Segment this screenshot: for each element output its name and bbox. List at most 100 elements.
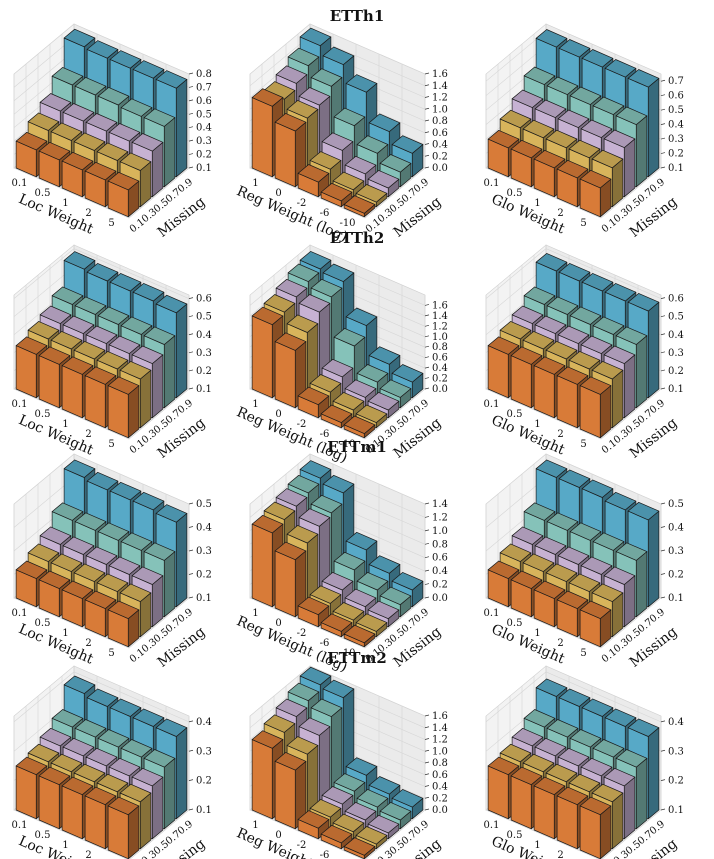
x-tick-label: 1 bbox=[252, 820, 258, 831]
z-tick-label: 0.1 bbox=[668, 384, 684, 395]
x-tick-label: 0.5 bbox=[35, 409, 51, 420]
z-tick-label: 0.2 bbox=[432, 793, 448, 804]
z-tick-label: 0.4 bbox=[432, 566, 448, 577]
bars bbox=[15, 459, 188, 648]
z-tick-label: 0.4 bbox=[196, 330, 212, 341]
chart-etth2-reg: 0.00.20.40.60.81.01.21.41.610-2-6-10Reg … bbox=[234, 244, 448, 466]
z-tick-label: 0.4 bbox=[668, 523, 684, 534]
x-tick-label: 1 bbox=[62, 198, 68, 209]
z-tick-label: 1.2 bbox=[432, 321, 448, 332]
z-tick-label: 0.5 bbox=[196, 312, 212, 323]
bar-y0-x3 bbox=[320, 613, 353, 638]
bars bbox=[487, 459, 660, 648]
z-tick-label: 0.8 bbox=[432, 342, 448, 353]
x-tick-label: 1 bbox=[62, 419, 68, 430]
z-tick-label: 0.2 bbox=[196, 776, 212, 787]
row-title-etth2: ETTh2 bbox=[329, 229, 385, 247]
x-tick-label: 1 bbox=[534, 198, 540, 209]
z-tick-label: 0.2 bbox=[668, 570, 684, 581]
x-tick-label: 5 bbox=[108, 218, 114, 229]
z-axis: 0.1 0.2 0.3 0.4 0.5 0.6 0.7 bbox=[660, 76, 684, 174]
z-tick-label: 0.5 bbox=[196, 499, 212, 510]
z-tick-label: 1.0 bbox=[432, 332, 448, 343]
x-tick-label: -6 bbox=[320, 429, 330, 440]
z-tick-label: 0.7 bbox=[668, 76, 684, 87]
z-tick-label: 0.3 bbox=[668, 746, 684, 757]
x-tick-label: 0.1 bbox=[12, 178, 28, 189]
x-tick-label: 2 bbox=[557, 638, 563, 649]
z-tick-label: 0.2 bbox=[432, 580, 448, 591]
z-tick-label: 0.4 bbox=[668, 330, 684, 341]
x-tick-label: 1 bbox=[534, 419, 540, 430]
chart-ettm2-reg: 0.00.20.40.60.81.01.21.41.610-2-6-10Reg … bbox=[234, 665, 448, 859]
z-tick-label: 0.8 bbox=[432, 758, 448, 769]
z-tick-label: 0.4 bbox=[432, 363, 448, 374]
x-tick-label: 0 bbox=[275, 618, 281, 629]
x-tick-label: 0.1 bbox=[12, 608, 28, 619]
z-axis: 0.00.20.40.60.81.01.21.41.6 bbox=[424, 711, 448, 816]
x-tick-label: 0.5 bbox=[35, 188, 51, 199]
z-axis: 0.1 0.2 0.3 0.4 bbox=[660, 717, 684, 816]
z-tick-label: 0.2 bbox=[668, 776, 684, 787]
z-tick-label: 0.4 bbox=[196, 523, 212, 534]
x-tick-label: 2 bbox=[85, 429, 91, 440]
z-tick-label: 0.6 bbox=[196, 294, 212, 305]
x-tick-label: 0.5 bbox=[35, 830, 51, 841]
z-tick-label: 0.7 bbox=[196, 82, 212, 93]
z-tick-label: 0.4 bbox=[432, 140, 448, 151]
z-tick-label: 0.0 bbox=[432, 384, 448, 395]
bars bbox=[251, 460, 424, 648]
z-axis: 0.1 0.2 0.3 0.4 0.5 bbox=[188, 499, 212, 604]
z-tick-label: 0.6 bbox=[668, 294, 684, 305]
x-tick-label: 1 bbox=[62, 628, 68, 639]
x-tick-label: 0.5 bbox=[35, 618, 51, 629]
z-tick-label: 1.4 bbox=[432, 499, 448, 510]
z-tick-label: 0.2 bbox=[432, 374, 448, 385]
x-tick-label: -6 bbox=[320, 638, 330, 649]
z-tick-label: 0.1 bbox=[668, 163, 684, 174]
z-tick-label: 0.1 bbox=[668, 593, 684, 604]
z-tick-label: 0.4 bbox=[196, 123, 212, 134]
z-axis: 0.1 0.2 0.3 0.4 0.5 bbox=[660, 499, 684, 604]
x-tick-label: 0 bbox=[275, 830, 281, 841]
row-title-etth1: ETTh1 bbox=[329, 7, 385, 25]
z-tick-label: 0.8 bbox=[196, 69, 212, 80]
z-axis: 0.1 0.2 0.3 0.4 bbox=[188, 717, 212, 816]
z-tick-label: 1.6 bbox=[432, 300, 448, 311]
z-tick-label: 0.5 bbox=[668, 312, 684, 323]
bars bbox=[487, 29, 660, 218]
z-tick-label: 0.6 bbox=[432, 353, 448, 364]
z-tick-label: 0.6 bbox=[196, 96, 212, 107]
z-tick-label: 0.5 bbox=[668, 105, 684, 116]
z-tick-label: 1.0 bbox=[432, 746, 448, 757]
z-tick-label: 0.3 bbox=[668, 546, 684, 557]
x-tick-label: -2 bbox=[297, 840, 307, 851]
z-tick-label: 1.6 bbox=[432, 711, 448, 722]
x-tick-label: 5 bbox=[108, 648, 114, 659]
x-tick-label: 2 bbox=[85, 208, 91, 219]
bars bbox=[487, 253, 660, 439]
bar-y0-x4 bbox=[343, 415, 376, 439]
z-tick-label: 1.6 bbox=[432, 69, 448, 80]
x-tick-label: 1 bbox=[534, 840, 540, 851]
chart-etth1-reg: 0.00.20.40.60.81.01.21.41.610-2-6-10Reg … bbox=[234, 23, 448, 245]
x-tick-label: -2 bbox=[297, 198, 307, 209]
x-tick-label: 1 bbox=[252, 399, 258, 410]
x-tick-label: -6 bbox=[320, 208, 330, 219]
bars bbox=[15, 675, 188, 859]
z-tick-label: 0.2 bbox=[196, 366, 212, 377]
bars bbox=[251, 666, 424, 859]
x-tick-label: 2 bbox=[557, 850, 563, 859]
x-tick-label: 0 bbox=[275, 409, 281, 420]
x-tick-label: 0.5 bbox=[507, 618, 523, 629]
z-tick-label: 0.3 bbox=[668, 348, 684, 359]
bar-y0-x4 bbox=[343, 195, 376, 218]
z-axis: 0.00.20.40.60.81.01.21.41.6 bbox=[424, 69, 448, 174]
x-tick-label: 0.1 bbox=[484, 178, 500, 189]
